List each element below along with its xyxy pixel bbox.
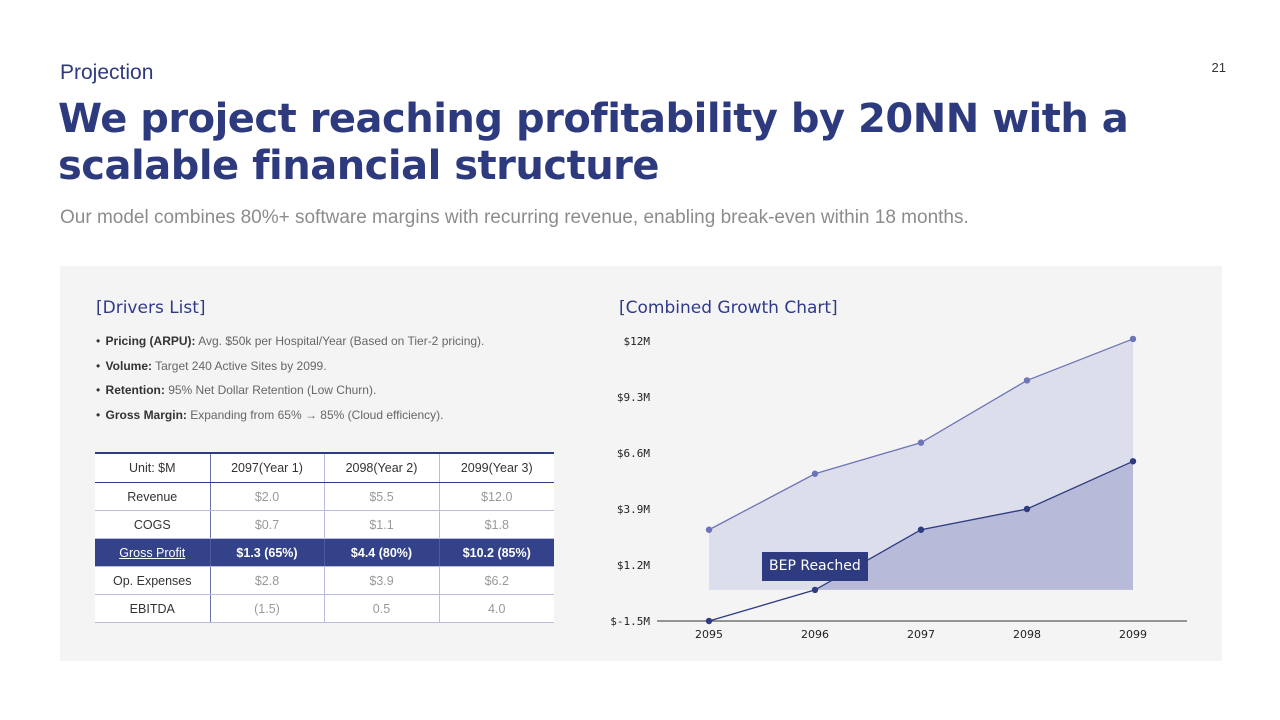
driver-label: Volume: xyxy=(105,358,152,373)
driver-label: Pricing (ARPU): xyxy=(105,334,196,348)
driver-item: • Pricing (ARPU): Avg. $50k per Hospital… xyxy=(96,334,485,348)
table-cell: $3.9 xyxy=(323,566,439,595)
financial-table: Unit: $M 2097(Year 1) 2098(Year 2) 2099(… xyxy=(95,452,554,623)
table-cell: $12.0 xyxy=(438,482,554,511)
page-title: We project reaching profitability by 20N… xyxy=(58,96,1129,189)
x-tick-label: 2095 xyxy=(695,628,723,641)
drivers-list: • Pricing (ARPU): Avg. $50k per Hospital… xyxy=(96,332,576,430)
driver-text: Expanding from 65% → 85% (Cloud efficien… xyxy=(186,407,444,422)
point-profit-2098 xyxy=(1023,505,1031,513)
table-row-highlighted: Gross Profit $1.3 (65%) $4.4 (80%) $10.2… xyxy=(95,538,554,567)
point-revenue-2098 xyxy=(1023,377,1031,384)
y-tick-label: $1.2M xyxy=(617,559,650,572)
chart-heading: [Combined Growth Chart] xyxy=(619,298,838,318)
point-revenue-2096 xyxy=(811,470,819,477)
y-tick-label: $9.3M xyxy=(617,391,650,404)
driver-item: • Retention: 95% Net Dollar Retention (L… xyxy=(96,383,377,397)
table-cell: $1.8 xyxy=(438,510,554,539)
table-row: Op. Expenses $2.8 $3.9 $6.2 xyxy=(95,566,554,595)
growth-chart: $-1.5M $1.2M $3.9M $6.6M $9.3M $12M 2095 2096 20… xyxy=(610,335,1187,641)
table-cell: 4.0 xyxy=(438,594,554,623)
table-cell: $5.5 xyxy=(323,482,439,511)
point-profit-2099 xyxy=(1129,458,1137,465)
y-tick-label: $6.6M xyxy=(617,447,650,460)
x-tick-label: 2096 xyxy=(801,628,829,641)
point-revenue-2099 xyxy=(1129,335,1137,343)
table-row: COGS $0.7 $1.1 $1.8 xyxy=(95,510,554,539)
area-profit xyxy=(709,461,1133,621)
driver-label: Retention: xyxy=(105,383,165,397)
table-cell: $1.1 xyxy=(323,510,439,539)
section-label: Projection xyxy=(60,61,154,84)
page-subtitle: Our model combines 80%+ software margins… xyxy=(60,207,969,228)
point-profit-2095 xyxy=(705,617,713,625)
table-cell: (1.5) xyxy=(209,594,324,623)
driver-item: • Gross Margin: Expanding from 65% → 85%… xyxy=(96,407,444,422)
table-cell: $2.0 xyxy=(209,482,324,511)
row-label: Revenue xyxy=(95,482,210,511)
table-header-cell: 2097(Year 1) xyxy=(209,452,324,483)
driver-item: • Volume: Target 240 Active Sites by 209… xyxy=(96,358,327,373)
y-tick-label: $-1.5M xyxy=(610,615,650,628)
point-profit-2097 xyxy=(917,526,925,533)
point-profit-2096 xyxy=(811,586,819,594)
drivers-heading: [Drivers List] xyxy=(96,298,206,318)
row-label: COGS xyxy=(95,510,210,539)
table-cell: 0.5 xyxy=(323,594,439,623)
table-row: Revenue $2.0 $5.5 $12.0 xyxy=(95,482,554,511)
table-header-cell: 2099(Year 3) xyxy=(438,452,554,483)
y-tick-label: $12M xyxy=(624,335,651,348)
driver-text: Avg. $50k per Hospital/Year (Based on Ti… xyxy=(195,334,485,348)
table-cell: $0.7 xyxy=(209,510,324,539)
row-label: EBITDA xyxy=(95,594,210,623)
driver-text: 95% Net Dollar Retention (Low Churn). xyxy=(164,383,377,397)
x-tick-label: 2099 xyxy=(1119,628,1147,641)
row-label: Op. Expenses xyxy=(95,566,210,595)
x-tick-label: 2097 xyxy=(907,628,935,641)
y-tick-label: $3.9M xyxy=(617,503,650,516)
point-revenue-2097 xyxy=(917,439,925,446)
table-header-cell: Unit: $M xyxy=(95,452,210,483)
table-cell: $10.2 (85%) xyxy=(438,538,554,567)
table-header-row: Unit: $M 2097(Year 1) 2098(Year 2) 2099(… xyxy=(95,452,554,483)
point-revenue-2095 xyxy=(705,526,713,533)
driver-label: Gross Margin: xyxy=(105,407,187,422)
table-cell: $1.3 (65%) xyxy=(209,538,324,567)
table-row: EBITDA (1.5) 0.5 4.0 xyxy=(95,594,554,623)
table-cell: $6.2 xyxy=(438,566,554,595)
table-cell: $2.8 xyxy=(209,566,324,595)
page-number: 21 xyxy=(1211,60,1226,75)
driver-text: Target 240 Active Sites by 2099. xyxy=(152,358,327,373)
x-tick-label: 2098 xyxy=(1013,628,1041,641)
bep-annotation: BEP Reached xyxy=(762,552,868,581)
row-label: Gross Profit xyxy=(95,538,210,567)
table-cell: $4.4 (80%) xyxy=(323,538,439,567)
table-header-cell: 2098(Year 2) xyxy=(323,452,439,483)
